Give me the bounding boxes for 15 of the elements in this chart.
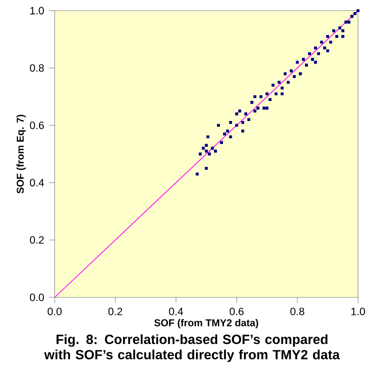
y-tick-label: 1.0 bbox=[30, 6, 44, 14]
y-tick-label: 0.0 bbox=[30, 294, 44, 302]
y-tick-label: 0.8 bbox=[30, 64, 44, 72]
x-axis-title: SOF (from TMY2 data) bbox=[154, 319, 258, 328]
x-tick-label: 0.4 bbox=[169, 308, 184, 316]
x-tick-label: 1.0 bbox=[351, 308, 365, 316]
y-tick-label: 0.4 bbox=[30, 178, 44, 186]
y-axis-title: SOF (from Eq. 7) bbox=[16, 114, 26, 194]
y-tick-label: 0.2 bbox=[30, 236, 44, 244]
x-tick-label: 0.2 bbox=[108, 308, 122, 316]
x-tick-label: 0.6 bbox=[230, 308, 244, 316]
x-tick-label: 0.0 bbox=[48, 308, 62, 316]
y-tick-label: 0.6 bbox=[30, 122, 44, 130]
text: Fig. 8: Correlation-based SOF’s compared with SOF’s calculated directly from TMY2 data bbox=[44, 334, 340, 362]
x-tick-label: 0.8 bbox=[290, 308, 304, 316]
